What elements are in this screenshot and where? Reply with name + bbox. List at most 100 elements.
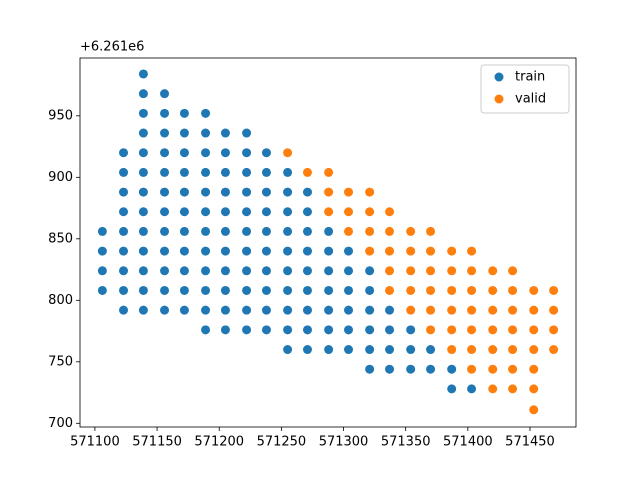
point xyxy=(365,305,375,315)
point xyxy=(508,384,518,394)
point xyxy=(160,246,170,256)
legend-marker xyxy=(494,72,504,82)
point xyxy=(242,305,252,315)
point xyxy=(365,246,375,256)
point xyxy=(179,108,189,118)
point xyxy=(385,364,395,374)
point xyxy=(302,167,312,177)
point xyxy=(119,246,129,256)
point xyxy=(467,345,477,355)
point xyxy=(324,167,334,177)
point xyxy=(97,285,107,295)
point xyxy=(242,226,252,236)
point xyxy=(201,148,211,158)
point xyxy=(261,325,271,335)
point xyxy=(160,305,170,315)
y-offset-text: +6.261e6 xyxy=(80,40,144,55)
point xyxy=(261,187,271,197)
point xyxy=(488,345,498,355)
point xyxy=(242,285,252,295)
point xyxy=(406,285,416,295)
point xyxy=(447,384,457,394)
axes-frame xyxy=(79,57,577,428)
point xyxy=(488,266,498,276)
point xyxy=(302,305,312,315)
point xyxy=(283,226,293,236)
point xyxy=(365,345,375,355)
point xyxy=(119,285,129,295)
point xyxy=(365,285,375,295)
point xyxy=(549,305,559,315)
point xyxy=(283,187,293,197)
point xyxy=(242,266,252,276)
point xyxy=(201,187,211,197)
point xyxy=(447,325,457,335)
x-tick-label: 571350 xyxy=(381,435,431,450)
point xyxy=(447,345,457,355)
point xyxy=(406,226,416,236)
point xyxy=(179,305,189,315)
point xyxy=(508,364,518,374)
point xyxy=(138,187,148,197)
point xyxy=(138,207,148,217)
point xyxy=(324,285,334,295)
point xyxy=(201,108,211,118)
point xyxy=(344,266,354,276)
point xyxy=(179,285,189,295)
point xyxy=(283,148,293,158)
point xyxy=(302,345,312,355)
point xyxy=(201,128,211,138)
point xyxy=(119,148,129,158)
point xyxy=(426,364,436,374)
point xyxy=(97,246,107,256)
point xyxy=(324,345,334,355)
point xyxy=(283,246,293,256)
x-tick-label: 571400 xyxy=(443,435,493,450)
y-tick-label: 950 xyxy=(48,108,73,123)
point xyxy=(324,246,334,256)
point xyxy=(508,325,518,335)
point xyxy=(220,305,230,315)
point xyxy=(385,207,395,217)
point xyxy=(365,325,375,335)
point xyxy=(467,305,477,315)
point xyxy=(324,266,334,276)
point xyxy=(138,128,148,138)
point xyxy=(385,325,395,335)
point xyxy=(324,187,334,197)
point xyxy=(220,128,230,138)
point xyxy=(467,285,477,295)
point xyxy=(160,89,170,99)
point xyxy=(119,305,129,315)
point xyxy=(283,305,293,315)
point xyxy=(406,364,416,374)
point xyxy=(302,266,312,276)
point xyxy=(201,226,211,236)
point xyxy=(201,325,211,335)
point xyxy=(138,167,148,177)
point xyxy=(508,266,518,276)
point xyxy=(220,187,230,197)
point xyxy=(119,226,129,236)
point xyxy=(160,285,170,295)
point xyxy=(261,148,271,158)
point xyxy=(138,266,148,276)
point xyxy=(119,266,129,276)
point xyxy=(385,226,395,236)
point xyxy=(426,305,436,315)
point xyxy=(283,285,293,295)
point xyxy=(160,128,170,138)
point xyxy=(344,305,354,315)
point xyxy=(488,305,498,315)
point xyxy=(220,285,230,295)
y-tick-label: 750 xyxy=(48,354,73,369)
point xyxy=(344,246,354,256)
point xyxy=(179,207,189,217)
point xyxy=(138,305,148,315)
point xyxy=(138,69,148,79)
point xyxy=(201,207,211,217)
point xyxy=(385,345,395,355)
point xyxy=(365,207,375,217)
point xyxy=(426,345,436,355)
